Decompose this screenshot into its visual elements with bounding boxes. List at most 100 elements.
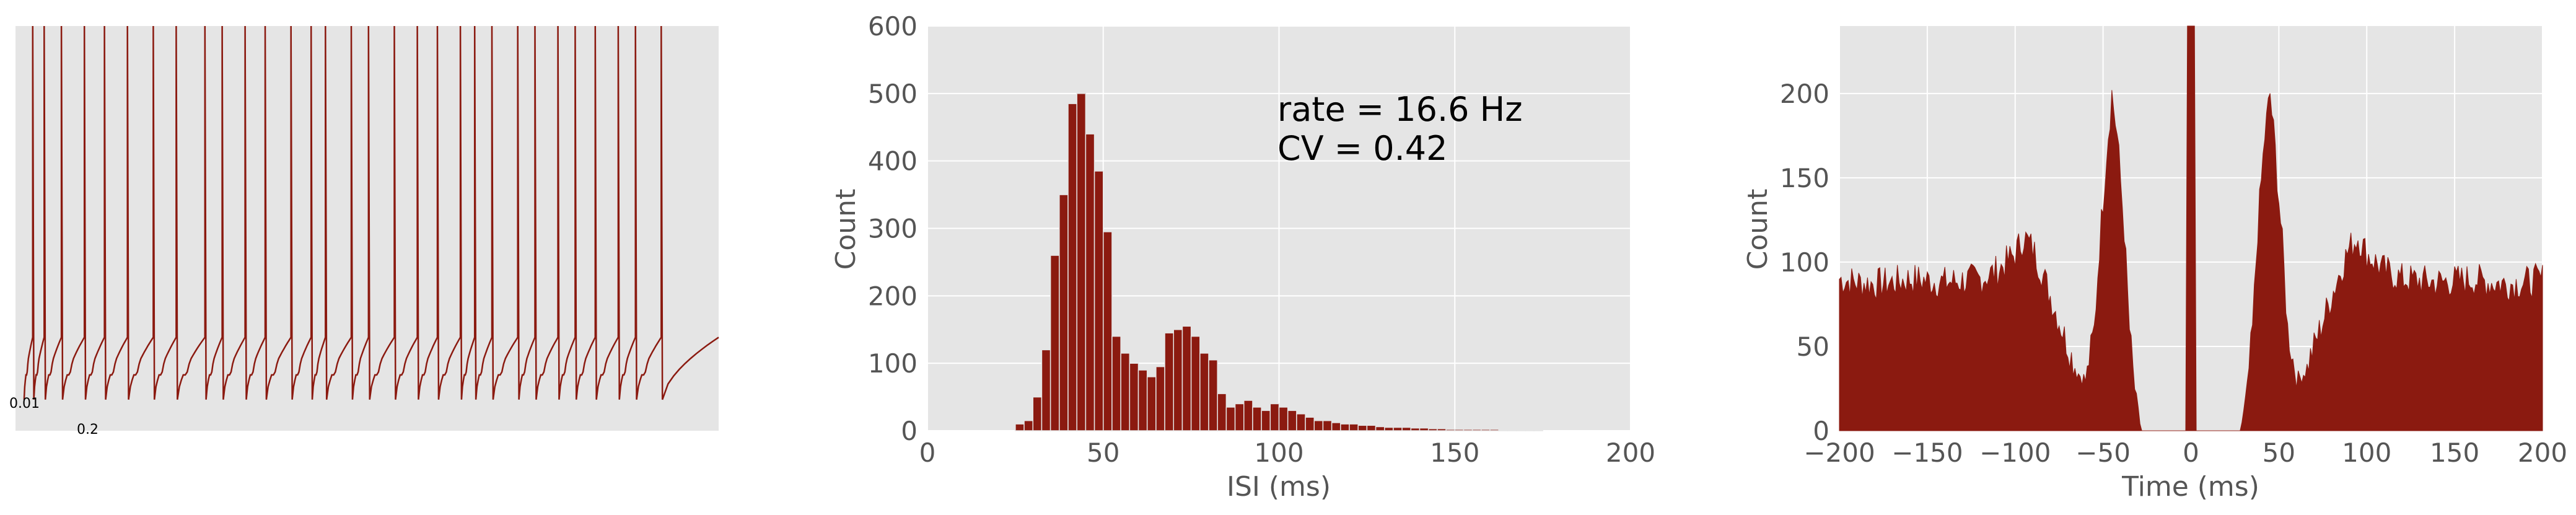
histogram-bar [1375, 426, 1385, 431]
histogram-bar [1384, 426, 1394, 431]
histogram-bar [1085, 133, 1095, 431]
histogram-bar [1225, 407, 1236, 431]
histogram-bar [1340, 423, 1350, 431]
x-tick-label: 150 [1430, 438, 1479, 468]
histogram-bar [1252, 407, 1262, 431]
y-axis-label: Count [830, 189, 862, 270]
tick-labels: 0 50 100 150 200 0 100 200 300 400 500 600 [868, 11, 1655, 468]
y-tick-label: 500 [868, 79, 918, 109]
histogram-bar [1533, 429, 1543, 431]
histogram-bar [1427, 428, 1438, 431]
histogram-bar [1076, 93, 1087, 431]
x-tick-label: 50 [1087, 438, 1119, 468]
histogram-bar [1454, 429, 1465, 431]
x-tick-label: −150 [1891, 438, 1963, 468]
histogram-bars [1015, 93, 1543, 431]
histogram-bar [1243, 400, 1253, 431]
histogram-bar [1322, 420, 1333, 431]
y-tick-label: 400 [868, 146, 918, 177]
histogram-bar [1093, 170, 1104, 431]
y-tick-label: 0 [901, 416, 918, 446]
correlogram-fill [1839, 25, 2543, 431]
x-axis-label: ISI (ms) [1227, 471, 1331, 503]
histogram-bar [1199, 353, 1209, 431]
histogram-bar [1507, 429, 1517, 431]
histogram-bar [1103, 231, 1113, 431]
histogram-bar [1041, 349, 1051, 431]
histogram-bar [1498, 429, 1509, 431]
histogram-bar [1146, 376, 1157, 431]
x-tick-label: 0 [919, 438, 936, 468]
histogram-bar [1217, 393, 1227, 431]
x-tick-label: 150 [2430, 438, 2479, 468]
histogram-bar [1410, 427, 1421, 431]
x-tick-label: 200 [2518, 438, 2567, 468]
y-tick-label: 100 [1780, 247, 1829, 278]
histogram-bar [1032, 396, 1043, 431]
histogram-bar [1463, 429, 1473, 431]
x-axis-label: Time (ms) [2121, 471, 2259, 503]
y-axis-label: Count [1742, 189, 1774, 270]
histogram-bar [1287, 410, 1297, 431]
histogram-bar [1208, 359, 1218, 431]
plot-background [15, 26, 719, 431]
histogram-bar [1181, 325, 1192, 431]
x-tick-label: 0 [2183, 438, 2199, 468]
y-tick-label: 100 [868, 348, 918, 379]
voltage-trace [23, 25, 719, 400]
x-tick-label: 100 [2342, 438, 2391, 468]
annotation-cv: CV = 0.42 [1277, 129, 1447, 168]
histogram-bar [1261, 410, 1271, 431]
histogram-bar [1234, 403, 1245, 431]
histogram-bar [1445, 429, 1455, 431]
histogram-bar [1419, 427, 1429, 431]
histogram-bar [1357, 425, 1368, 431]
x-tick-label: 200 [1606, 438, 1655, 468]
y-tick-label: 200 [1780, 79, 1829, 109]
histogram-bar [1049, 255, 1060, 431]
histogram-bar [1190, 335, 1201, 431]
histogram-bar [1305, 416, 1315, 431]
histogram-bar [1515, 429, 1526, 431]
histogram-bar [1331, 422, 1341, 431]
histogram-bar [1489, 429, 1499, 431]
y-tick-label: 300 [868, 214, 918, 244]
y-tick-label: 0 [1813, 416, 1829, 446]
annotation-rate: rate = 16.6 Hz [1277, 90, 1523, 129]
scalebar-vertical-label: 0.01 [9, 396, 40, 412]
histogram-bar [1067, 103, 1077, 431]
x-tick-label: −200 [1803, 438, 1875, 468]
histogram-bar [1129, 363, 1139, 431]
histogram-bar [1278, 407, 1289, 431]
histogram-bar [1296, 413, 1306, 431]
histogram-bar [1481, 429, 1491, 431]
histogram-bar [1313, 420, 1324, 431]
histogram-bar [1401, 426, 1412, 431]
x-tick-label: 100 [1254, 438, 1303, 468]
histogram-bar [1525, 429, 1535, 431]
histogram-bar [1059, 194, 1069, 431]
histogram-bar [1437, 428, 1447, 431]
correlogram-area [1839, 25, 2543, 431]
voltage-trace-panel: 0.01 0.2 [9, 25, 719, 438]
y-tick-label: 150 [1780, 163, 1829, 193]
histogram-bar [1471, 429, 1482, 431]
histogram-bar [1349, 423, 1359, 431]
voltage-trace-line [23, 25, 719, 400]
histogram-bar [1120, 353, 1131, 431]
histogram-bar [1173, 329, 1183, 431]
y-tick-label: 50 [1797, 332, 1829, 362]
histogram-bar [1269, 403, 1280, 431]
y-tick-label: 200 [868, 281, 918, 311]
x-tick-label: −50 [2075, 438, 2131, 468]
histogram-bar [1366, 425, 1377, 431]
scalebar-horizontal-label: 0.2 [77, 422, 99, 438]
y-tick-label: 600 [868, 11, 918, 42]
tick-labels: −200 −150 −100 −50 0 50 100 150 200 0 50 100 150 200 [1780, 79, 2567, 468]
histogram-bar [1164, 332, 1174, 431]
histogram-bar [1393, 426, 1403, 431]
histogram-bar [1155, 366, 1165, 431]
isi-histogram-panel: 0 50 100 150 200 0 100 200 300 400 500 600 ISI (ms)… [830, 11, 1655, 503]
histogram-bar [1015, 423, 1025, 431]
